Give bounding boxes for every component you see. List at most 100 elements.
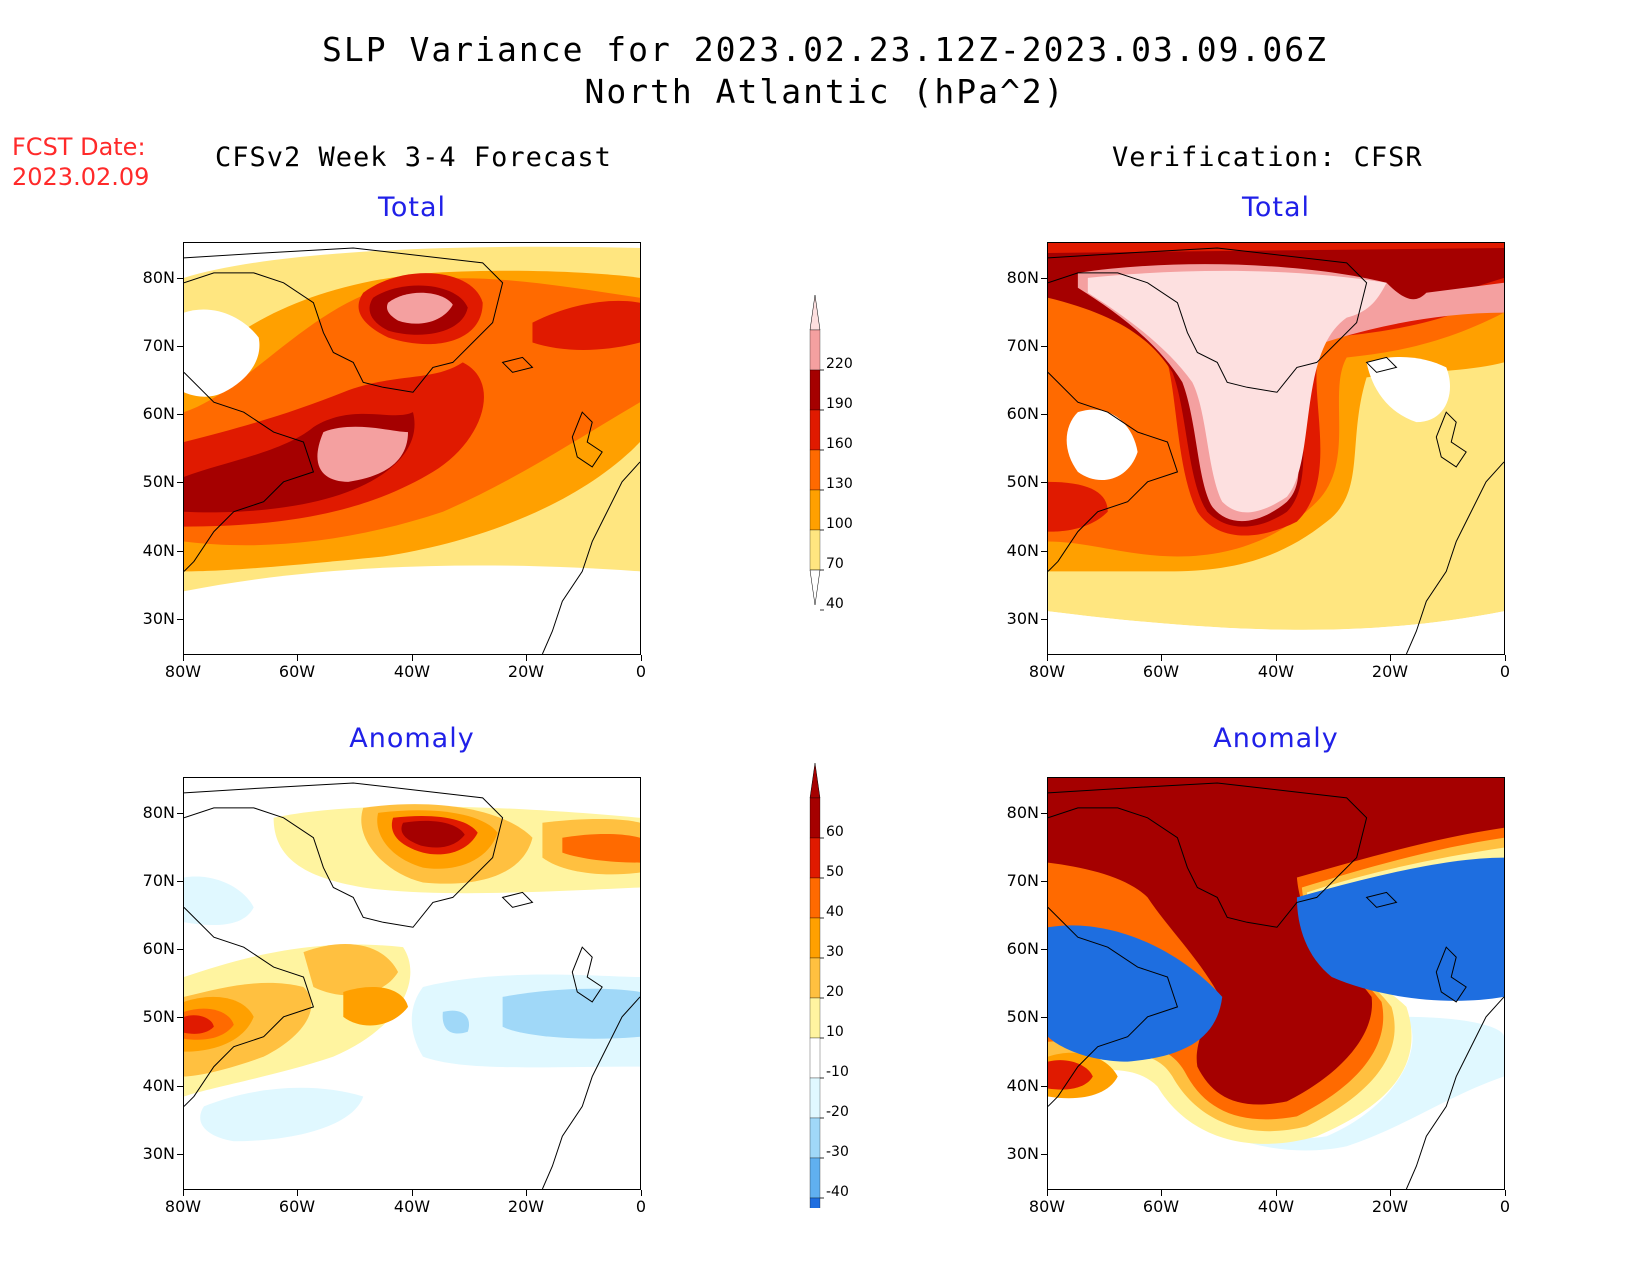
- lon-tick-label: 0: [1499, 1197, 1511, 1216]
- lon-tick-label: 60W: [278, 1197, 316, 1216]
- colorbar-segment: [809, 1077, 821, 1119]
- lon-tick-label: 0: [635, 1197, 647, 1216]
- lat-tick-label: 30N: [142, 1144, 175, 1163]
- right-column-title: Verification: CFSR: [1112, 142, 1423, 173]
- lat-tick-label: 40N: [1006, 1076, 1039, 1095]
- colorbar-label: 160: [826, 436, 853, 452]
- panel-forecast-total-title: Total: [377, 192, 447, 223]
- lat-tick-label: 60N: [142, 939, 175, 958]
- colorbar-segment: [809, 957, 821, 999]
- lon-tick-mark: [412, 1190, 413, 1196]
- lat-tick-label: 50N: [142, 1007, 175, 1026]
- main-title-line2: North Atlantic (hPa^2): [584, 72, 1066, 111]
- lat-tick-mark: [1041, 881, 1047, 882]
- colorbar-label: 40: [826, 596, 844, 612]
- lat-tick-mark: [1041, 1154, 1047, 1155]
- left-column-title: CFSv2 Week 3-4 Forecast: [215, 142, 612, 173]
- lat-tick-mark: [1041, 1017, 1047, 1018]
- lat-tick-mark: [177, 881, 183, 882]
- colorbar-segment: [809, 797, 821, 839]
- colorbar-top-triangle: [809, 762, 821, 799]
- lat-tick-label: 80N: [1006, 803, 1039, 822]
- lon-tick-mark: [1276, 655, 1277, 661]
- fcst-date-block: FCST Date: 2023.02.09: [12, 132, 149, 192]
- lon-tick-mark: [1276, 1190, 1277, 1196]
- lon-tick-label: 80W: [164, 662, 202, 681]
- lat-tick-mark: [177, 1086, 183, 1087]
- main-title-line1: SLP Variance for 2023.02.23.12Z-2023.03.…: [322, 30, 1328, 69]
- colorbar-label: -10: [826, 1064, 849, 1080]
- lon-tick-mark: [1390, 655, 1391, 661]
- lon-tick-label: 40W: [393, 662, 431, 681]
- lon-tick-label: 80W: [164, 1197, 202, 1216]
- lat-tick-label: 70N: [142, 336, 175, 355]
- lat-tick-label: 30N: [142, 609, 175, 628]
- colorbar-segment: [809, 1157, 821, 1199]
- lat-tick-label: 70N: [1006, 336, 1039, 355]
- lat-tick-label: 70N: [1006, 871, 1039, 890]
- lon-tick-mark: [641, 1190, 642, 1196]
- colorbar-segment: [809, 489, 821, 531]
- lat-tick-mark: [177, 1017, 183, 1018]
- colorbar-label: 70: [826, 556, 844, 572]
- colorbar-segment: [809, 1197, 821, 1239]
- lat-tick-mark: [177, 482, 183, 483]
- colorbar-anomaly: 60 50 40 30 20 10 -10 -20 -30 -40: [796, 758, 856, 1274]
- lon-tick-label: 0: [1499, 662, 1511, 681]
- lat-tick-label: 40N: [142, 541, 175, 560]
- lat-tick-label: 80N: [1006, 268, 1039, 287]
- lat-tick-mark: [1041, 1086, 1047, 1087]
- colorbar-label: 20: [826, 984, 844, 1000]
- colorbar-segment: [809, 449, 821, 491]
- fcst-date-value: 2023.02.09: [12, 163, 150, 191]
- colorbar-label: 10: [826, 1024, 844, 1040]
- lon-tick-label: 40W: [393, 1197, 431, 1216]
- lat-tick-mark: [1041, 278, 1047, 279]
- lon-tick-mark: [1047, 655, 1048, 661]
- lat-tick-mark: [1041, 813, 1047, 814]
- lon-tick-mark: [526, 1190, 527, 1196]
- lat-tick-label: 30N: [1006, 609, 1039, 628]
- map-verification-total: [1047, 242, 1505, 655]
- lat-tick-mark: [1041, 346, 1047, 347]
- lon-tick-mark: [183, 655, 184, 661]
- lat-tick-label: 50N: [1006, 1007, 1039, 1026]
- lat-tick-mark: [177, 813, 183, 814]
- lon-tick-label: 80W: [1028, 1197, 1066, 1216]
- lat-tick-label: 60N: [142, 404, 175, 423]
- lon-tick-mark: [526, 655, 527, 661]
- colorbar-label: 60: [826, 824, 844, 840]
- colorbar-segment: [809, 877, 821, 919]
- colorbar-segment: [809, 1117, 821, 1159]
- lon-tick-label: 20W: [507, 1197, 545, 1216]
- colorbar-segment: [809, 837, 821, 879]
- lon-tick-label: 0: [635, 662, 647, 681]
- colorbar-label: 40: [826, 904, 844, 920]
- lon-tick-label: 20W: [1371, 662, 1409, 681]
- lat-tick-label: 30N: [1006, 1144, 1039, 1163]
- colorbar-label: -30: [826, 1144, 849, 1160]
- lon-tick-label: 20W: [1371, 1197, 1409, 1216]
- lon-tick-mark: [1505, 1190, 1506, 1196]
- lon-tick-label: 80W: [1028, 662, 1066, 681]
- colorbar-total: 220 190 160 130 100 70 40: [796, 285, 856, 615]
- lat-tick-mark: [177, 278, 183, 279]
- lon-tick-label: 40W: [1257, 662, 1295, 681]
- colorbar-bottom-triangle: [809, 569, 821, 606]
- lat-tick-label: 80N: [142, 803, 175, 822]
- lat-tick-mark: [1041, 414, 1047, 415]
- lon-tick-mark: [1047, 1190, 1048, 1196]
- colorbar-label: 220: [826, 356, 853, 372]
- lat-tick-mark: [1041, 551, 1047, 552]
- lon-tick-mark: [297, 1190, 298, 1196]
- lat-tick-mark: [1041, 619, 1047, 620]
- lon-tick-label: 40W: [1257, 1197, 1295, 1216]
- colorbar-label: 50: [826, 864, 844, 880]
- lat-tick-label: 80N: [142, 268, 175, 287]
- lon-tick-mark: [1390, 1190, 1391, 1196]
- lon-tick-label: 60W: [1142, 1197, 1180, 1216]
- map-forecast-total: [183, 242, 641, 655]
- lat-tick-mark: [1041, 949, 1047, 950]
- lat-tick-label: 60N: [1006, 939, 1039, 958]
- colorbar-label: 30: [826, 944, 844, 960]
